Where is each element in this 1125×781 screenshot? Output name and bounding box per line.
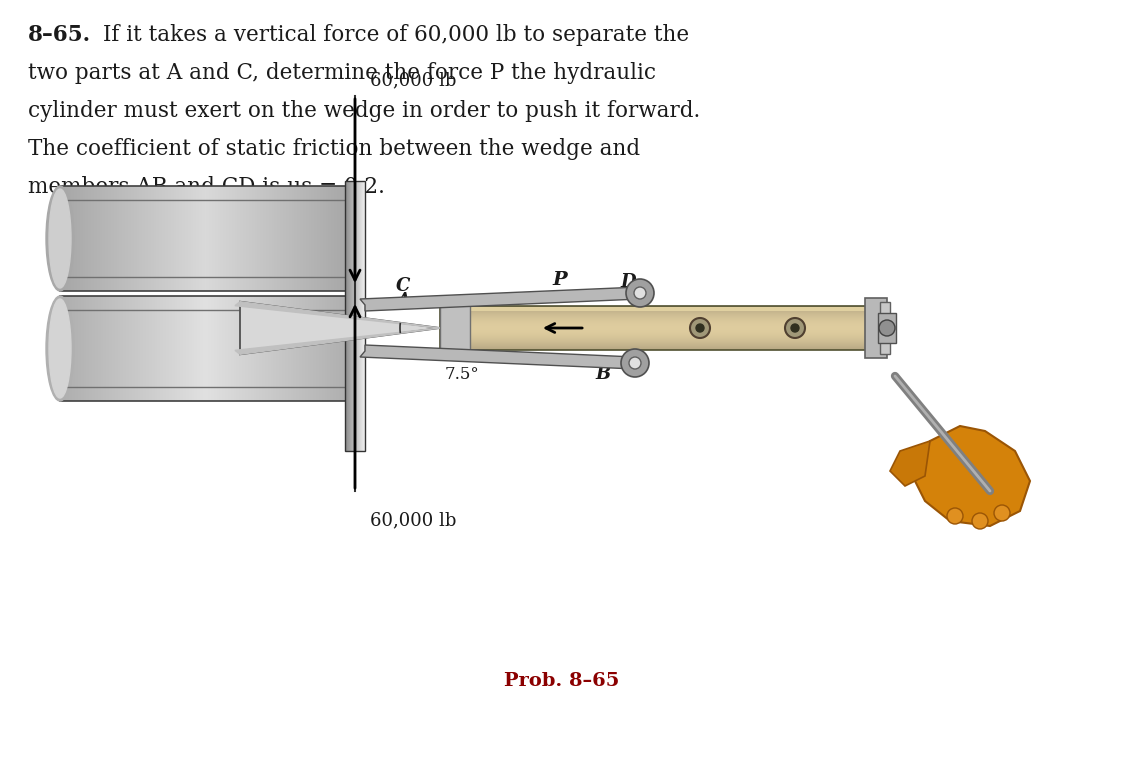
Bar — [440, 334, 870, 335]
Circle shape — [696, 324, 704, 332]
Bar — [440, 306, 870, 307]
Bar — [440, 308, 870, 309]
Bar — [440, 307, 870, 308]
Polygon shape — [890, 441, 930, 486]
Circle shape — [785, 318, 806, 338]
Bar — [440, 337, 870, 338]
Bar — [440, 323, 870, 324]
Text: 8–65.: 8–65. — [28, 24, 91, 46]
Bar — [440, 328, 870, 329]
Polygon shape — [235, 328, 440, 355]
Circle shape — [626, 279, 654, 307]
Bar — [440, 342, 870, 343]
Bar — [440, 322, 870, 323]
Bar — [440, 338, 870, 339]
Bar — [440, 335, 870, 336]
Bar — [440, 314, 870, 315]
Text: two parts at A and C, determine the force P the hydraulic: two parts at A and C, determine the forc… — [28, 62, 656, 84]
Bar — [440, 324, 870, 325]
Text: B: B — [595, 365, 610, 383]
Bar — [440, 341, 870, 342]
Bar — [440, 299, 470, 357]
Bar — [440, 345, 870, 346]
Bar — [440, 309, 870, 310]
Bar — [440, 311, 870, 312]
Circle shape — [791, 324, 799, 332]
Bar — [345, 181, 364, 451]
Ellipse shape — [50, 189, 71, 288]
Polygon shape — [240, 301, 440, 355]
Circle shape — [629, 357, 641, 369]
Bar — [440, 306, 870, 350]
Bar — [60, 186, 350, 291]
Bar — [440, 313, 870, 314]
Bar — [865, 298, 886, 358]
Text: Prob. 8–65: Prob. 8–65 — [504, 672, 620, 690]
Bar — [440, 347, 870, 348]
Text: 60,000 lb: 60,000 lb — [370, 71, 457, 89]
Circle shape — [621, 349, 649, 377]
Bar — [440, 329, 870, 330]
Bar — [440, 332, 870, 333]
Ellipse shape — [46, 186, 74, 291]
Bar — [440, 330, 870, 331]
Text: D: D — [620, 273, 636, 291]
Circle shape — [972, 513, 988, 529]
Polygon shape — [910, 426, 1030, 526]
Text: The coefficient of static friction between the wedge and: The coefficient of static friction betwe… — [28, 138, 640, 160]
Bar — [440, 325, 870, 326]
Bar — [440, 331, 870, 332]
Text: members AB and CD is μs = 0.2.: members AB and CD is μs = 0.2. — [28, 176, 385, 198]
Bar — [440, 333, 870, 334]
Circle shape — [879, 320, 896, 336]
Circle shape — [947, 508, 963, 524]
Bar — [440, 340, 870, 341]
Bar — [440, 316, 870, 317]
Text: 7.5°: 7.5° — [446, 366, 479, 383]
Text: P: P — [552, 271, 567, 289]
Circle shape — [690, 318, 710, 338]
Bar — [440, 344, 870, 345]
Bar — [440, 320, 870, 321]
Bar — [440, 317, 870, 318]
Text: C: C — [396, 277, 410, 295]
Bar — [440, 343, 870, 344]
Polygon shape — [360, 345, 634, 369]
Circle shape — [634, 287, 646, 299]
Circle shape — [994, 505, 1010, 521]
Text: A: A — [396, 292, 410, 310]
Bar — [440, 307, 870, 311]
Bar — [440, 321, 870, 322]
Bar — [440, 339, 870, 340]
Bar — [440, 349, 870, 350]
Bar — [440, 327, 870, 328]
Ellipse shape — [50, 299, 71, 398]
Bar — [440, 310, 870, 311]
Polygon shape — [360, 287, 640, 311]
Bar — [440, 318, 870, 319]
Bar — [60, 296, 350, 401]
Bar — [440, 346, 870, 347]
Bar — [440, 348, 870, 349]
Text: cylinder must exert on the wedge in order to push it forward.: cylinder must exert on the wedge in orde… — [28, 100, 700, 122]
Bar — [440, 312, 870, 313]
Ellipse shape — [46, 296, 74, 401]
Bar — [880, 302, 890, 354]
Bar — [440, 336, 870, 337]
Bar — [878, 313, 896, 343]
Polygon shape — [235, 301, 440, 328]
Text: 60,000 lb: 60,000 lb — [370, 511, 457, 529]
Bar — [440, 326, 870, 327]
Bar — [440, 315, 870, 316]
Text: If it takes a vertical force of 60,000 lb to separate the: If it takes a vertical force of 60,000 l… — [104, 24, 690, 46]
Bar — [440, 319, 870, 320]
